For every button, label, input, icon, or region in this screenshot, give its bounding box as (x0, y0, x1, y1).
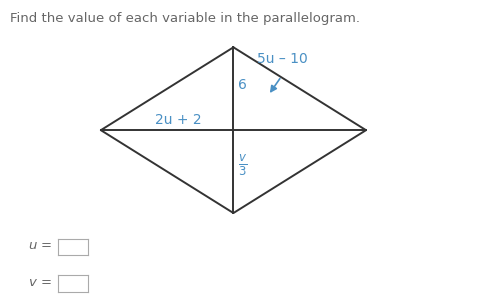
Text: 2u + 2: 2u + 2 (154, 113, 202, 127)
Text: $\frac{v}{3}$: $\frac{v}{3}$ (238, 152, 248, 178)
Text: $u$ =: $u$ = (28, 239, 52, 252)
Text: 5u – 10: 5u – 10 (256, 52, 308, 66)
Text: Find the value of each variable in the parallelogram.: Find the value of each variable in the p… (10, 12, 360, 25)
Text: $v$ =: $v$ = (28, 276, 51, 289)
Text: 6: 6 (238, 77, 248, 92)
